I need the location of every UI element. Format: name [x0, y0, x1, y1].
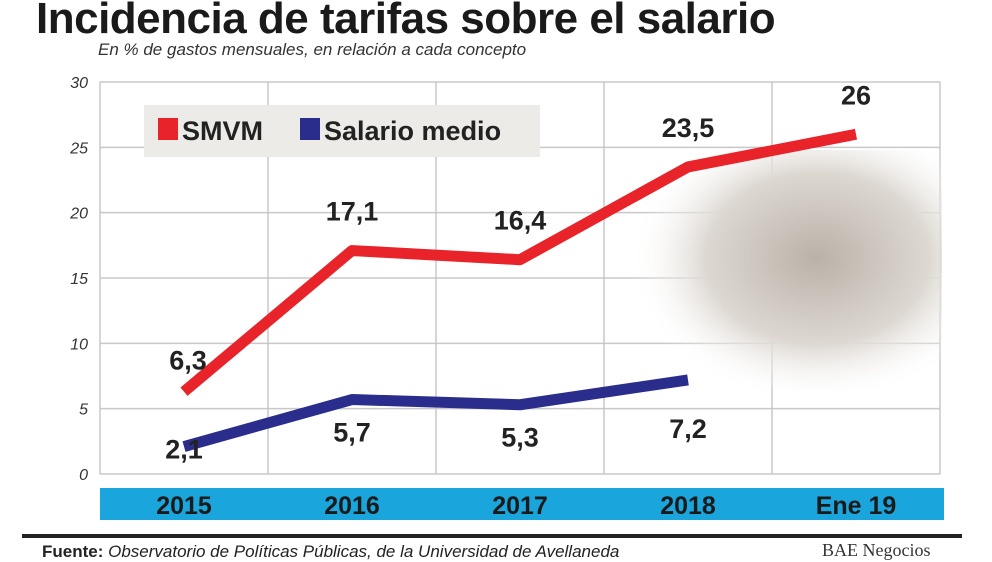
- x-tick-label: Ene 19: [816, 492, 897, 520]
- x-tick-label: 2016: [324, 492, 380, 520]
- data-label: 2,1: [165, 435, 203, 465]
- legend-swatch: [158, 118, 178, 140]
- chart-title: Incidencia de tarifas sobre el salario: [36, 0, 776, 43]
- legend-box: [144, 105, 540, 157]
- y-tick-label: 0: [79, 467, 88, 484]
- money-photo: [630, 150, 942, 390]
- y-tick-label: 20: [69, 206, 88, 223]
- data-label: 26: [841, 80, 871, 110]
- category-bar: [100, 488, 944, 520]
- legend-label: SMVM: [182, 116, 263, 146]
- legend-label: Salario medio: [324, 116, 501, 146]
- data-label: 5,3: [501, 423, 539, 453]
- data-label: 5,7: [333, 418, 371, 448]
- series-line-1: [182, 374, 689, 452]
- x-tick-label: 2015: [156, 492, 212, 520]
- source-text: Observatorio de Políticas Públicas, de l…: [108, 542, 620, 561]
- data-label: 23,5: [662, 113, 715, 143]
- chart-subtitle: En % de gastos mensuales, en relación a …: [98, 40, 527, 59]
- credit: BAE Negocios: [822, 540, 931, 560]
- data-label: 7,2: [669, 414, 707, 444]
- y-tick-label: 30: [70, 75, 88, 92]
- data-label: 17,1: [326, 197, 379, 227]
- data-label: 6,3: [169, 346, 207, 376]
- series-line-0: [180, 128, 858, 396]
- footer-rule: [22, 534, 962, 538]
- source-note: Fuente: Observatorio de Políticas Públic…: [42, 542, 619, 562]
- data-label: 16,4: [494, 206, 547, 236]
- x-tick-label: 2018: [660, 492, 716, 520]
- y-tick-label: 15: [70, 271, 88, 288]
- legend-swatch: [300, 118, 320, 140]
- x-tick-label: 2017: [492, 492, 548, 520]
- y-tick-label: 25: [69, 140, 88, 157]
- y-tick-label: 10: [70, 336, 88, 353]
- source-label: Fuente:: [42, 542, 104, 561]
- y-tick-label: 5: [79, 402, 88, 419]
